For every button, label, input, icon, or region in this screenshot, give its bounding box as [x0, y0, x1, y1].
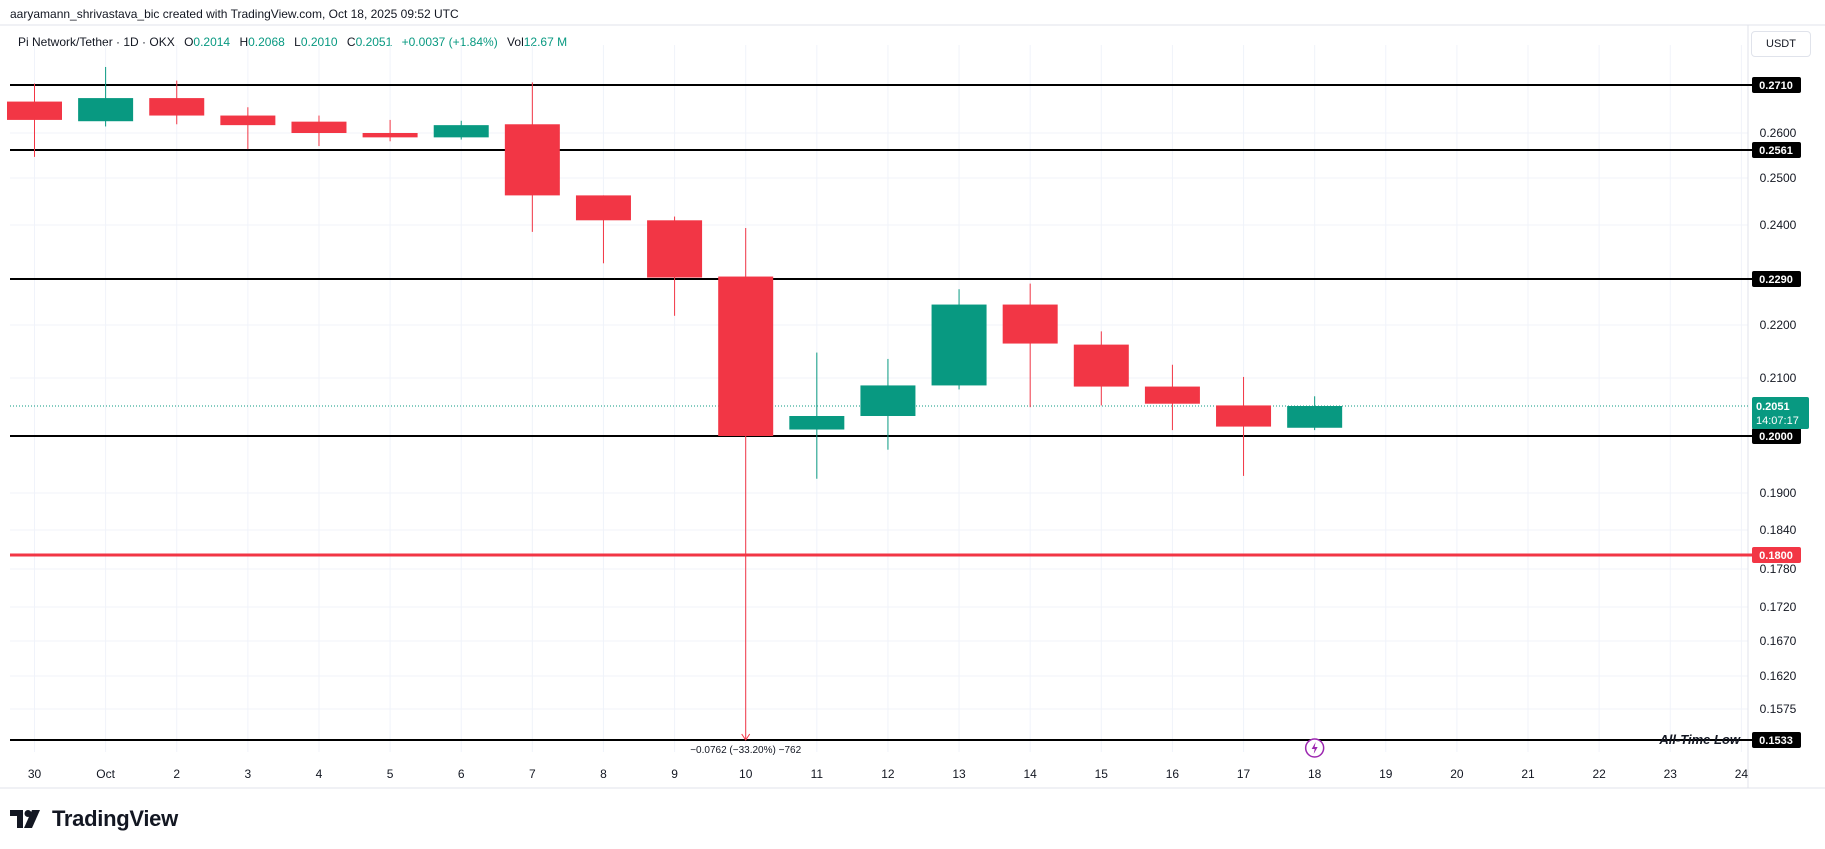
- price-tick-label: 0.1575: [1760, 702, 1797, 716]
- candle-body: [362, 133, 418, 138]
- tradingview-logo-icon: [10, 810, 40, 828]
- change-value: +0.0037 (+1.84%): [401, 35, 498, 49]
- time-tick-label: 16: [1166, 767, 1180, 781]
- lightning-bolt-icon: [1311, 742, 1318, 754]
- candle-body: [291, 121, 347, 133]
- candle-body: [931, 304, 987, 386]
- candle-body: [1216, 405, 1272, 427]
- currency-button[interactable]: USDT: [1751, 31, 1811, 57]
- time-tick-label: 9: [671, 767, 678, 781]
- time-tick-label: 20: [1450, 767, 1464, 781]
- symbol-title[interactable]: Pi Network/Tether · 1D · OKX: [18, 35, 175, 49]
- low-label: L: [294, 35, 301, 49]
- level-price-label: 0.2000: [1759, 431, 1793, 443]
- all-time-low-label: All-Time Low: [1658, 732, 1741, 747]
- time-tick-label: 7: [529, 767, 536, 781]
- level-price-badge: [1752, 271, 1801, 287]
- time-tick-label: 2: [173, 767, 180, 781]
- candle-body: [718, 276, 774, 436]
- brand-name: TradingView: [52, 806, 178, 831]
- time-tick-label: 3: [245, 767, 252, 781]
- candle-body: [149, 98, 205, 116]
- candle-body: [647, 220, 703, 278]
- price-tick-label: 0.1720: [1760, 600, 1797, 614]
- open-value: 0.2014: [193, 35, 231, 49]
- candle-body: [1002, 304, 1058, 344]
- level-price-badge: [1752, 428, 1801, 444]
- candle-body: [860, 385, 916, 416]
- low-value: 0.2010: [300, 35, 338, 49]
- tradingview-brand[interactable]: TradingView: [10, 806, 178, 832]
- candle-body: [1287, 406, 1343, 428]
- horizontal-levels: [10, 84, 1752, 741]
- last-price-badge: [1752, 397, 1809, 429]
- close-value: 0.2051: [355, 35, 393, 49]
- candle-body: [1073, 344, 1129, 387]
- symbol-legend: Pi Network/Tether · 1D · OKX O0.2014 H0.…: [18, 35, 567, 49]
- candle-body: [504, 124, 560, 196]
- volume-label: Vol: [507, 35, 524, 49]
- price-tick-label: 0.1840: [1760, 523, 1797, 537]
- time-tick-label: 14: [1024, 767, 1038, 781]
- time-axis[interactable]: 30 Oct 2 3 4 5 6 7 8 9 10 11 12 13 14 15 16 17 18 19 20 21 22 2…: [28, 767, 1749, 781]
- price-tick-label: 0.2600: [1760, 126, 1797, 140]
- time-tick-label: 10: [739, 767, 753, 781]
- price-tick-label: 0.2500: [1760, 171, 1797, 185]
- time-tick-label: 8: [600, 767, 607, 781]
- level-price-badge: [1752, 732, 1801, 748]
- candlesticks: [7, 66, 1343, 740]
- time-tick-label: 4: [316, 767, 323, 781]
- candle-body: [7, 101, 62, 120]
- price-tick-label: 0.1780: [1760, 562, 1797, 576]
- countdown-label: 14:07:17: [1756, 415, 1799, 427]
- price-tick-label: 0.1900: [1760, 486, 1797, 500]
- time-tick-label: 6: [458, 767, 465, 781]
- price-axis[interactable]: 0.2600 0.2500 0.2400 0.2200 0.2100 0.1900 0.18…: [1752, 77, 1809, 748]
- candle-body: [78, 98, 134, 122]
- time-tick-label: 11: [811, 767, 824, 781]
- price-tick-label: 0.2400: [1760, 218, 1797, 232]
- time-tick-label: 19: [1379, 767, 1393, 781]
- level-price-label: 0.2290: [1759, 274, 1793, 286]
- time-tick-label: Oct: [96, 767, 115, 781]
- time-tick-label: 23: [1664, 767, 1678, 781]
- last-price-label: 0.2051: [1756, 401, 1790, 413]
- low-measure-label: −0.0762 (−33.20%) −762: [690, 745, 801, 756]
- candle-body: [575, 195, 631, 221]
- level-price-label: 0.1800: [1759, 550, 1793, 562]
- level-price-label: 0.2561: [1759, 145, 1793, 157]
- level-price-label: 0.1533: [1759, 735, 1793, 747]
- level-price-label: 0.2710: [1759, 80, 1793, 92]
- open-label: O: [184, 35, 194, 49]
- time-tick-label: 24: [1735, 767, 1749, 781]
- price-tick-label: 0.2100: [1760, 371, 1797, 385]
- low-marker-arrow: [741, 733, 751, 741]
- time-tick-label: 17: [1237, 767, 1251, 781]
- candle-body: [433, 125, 489, 138]
- volume-value: 12.67 M: [523, 35, 568, 49]
- candle-body: [789, 416, 845, 430]
- level-price-badge: [1752, 142, 1801, 158]
- close-label: C: [346, 35, 356, 49]
- time-tick-label: 5: [387, 767, 394, 781]
- level-price-badge: [1752, 77, 1801, 93]
- high-value: 0.2068: [248, 35, 285, 49]
- time-tick-label: 15: [1095, 767, 1109, 781]
- time-tick-label: 13: [952, 767, 966, 781]
- time-tick-label: 30: [28, 767, 42, 781]
- price-tick-label: 0.2200: [1760, 318, 1797, 332]
- time-tick-label: 12: [881, 767, 895, 781]
- chart-annotations: All-Time Low −0.0762 (−33.20%) −762: [690, 732, 1741, 758]
- chart-attribution: aaryamann_shrivastava_bic created with T…: [10, 7, 459, 21]
- time-tick-label: 18: [1308, 767, 1322, 781]
- high-label: H: [239, 35, 249, 49]
- candle-body: [1144, 386, 1200, 404]
- time-tick-label: 21: [1521, 767, 1535, 781]
- price-tick-label: 0.1670: [1760, 634, 1797, 648]
- time-tick-label: 22: [1592, 767, 1606, 781]
- price-tick-label: 0.1620: [1760, 669, 1797, 683]
- level-price-badge: [1752, 547, 1801, 563]
- candle-body: [220, 115, 276, 126]
